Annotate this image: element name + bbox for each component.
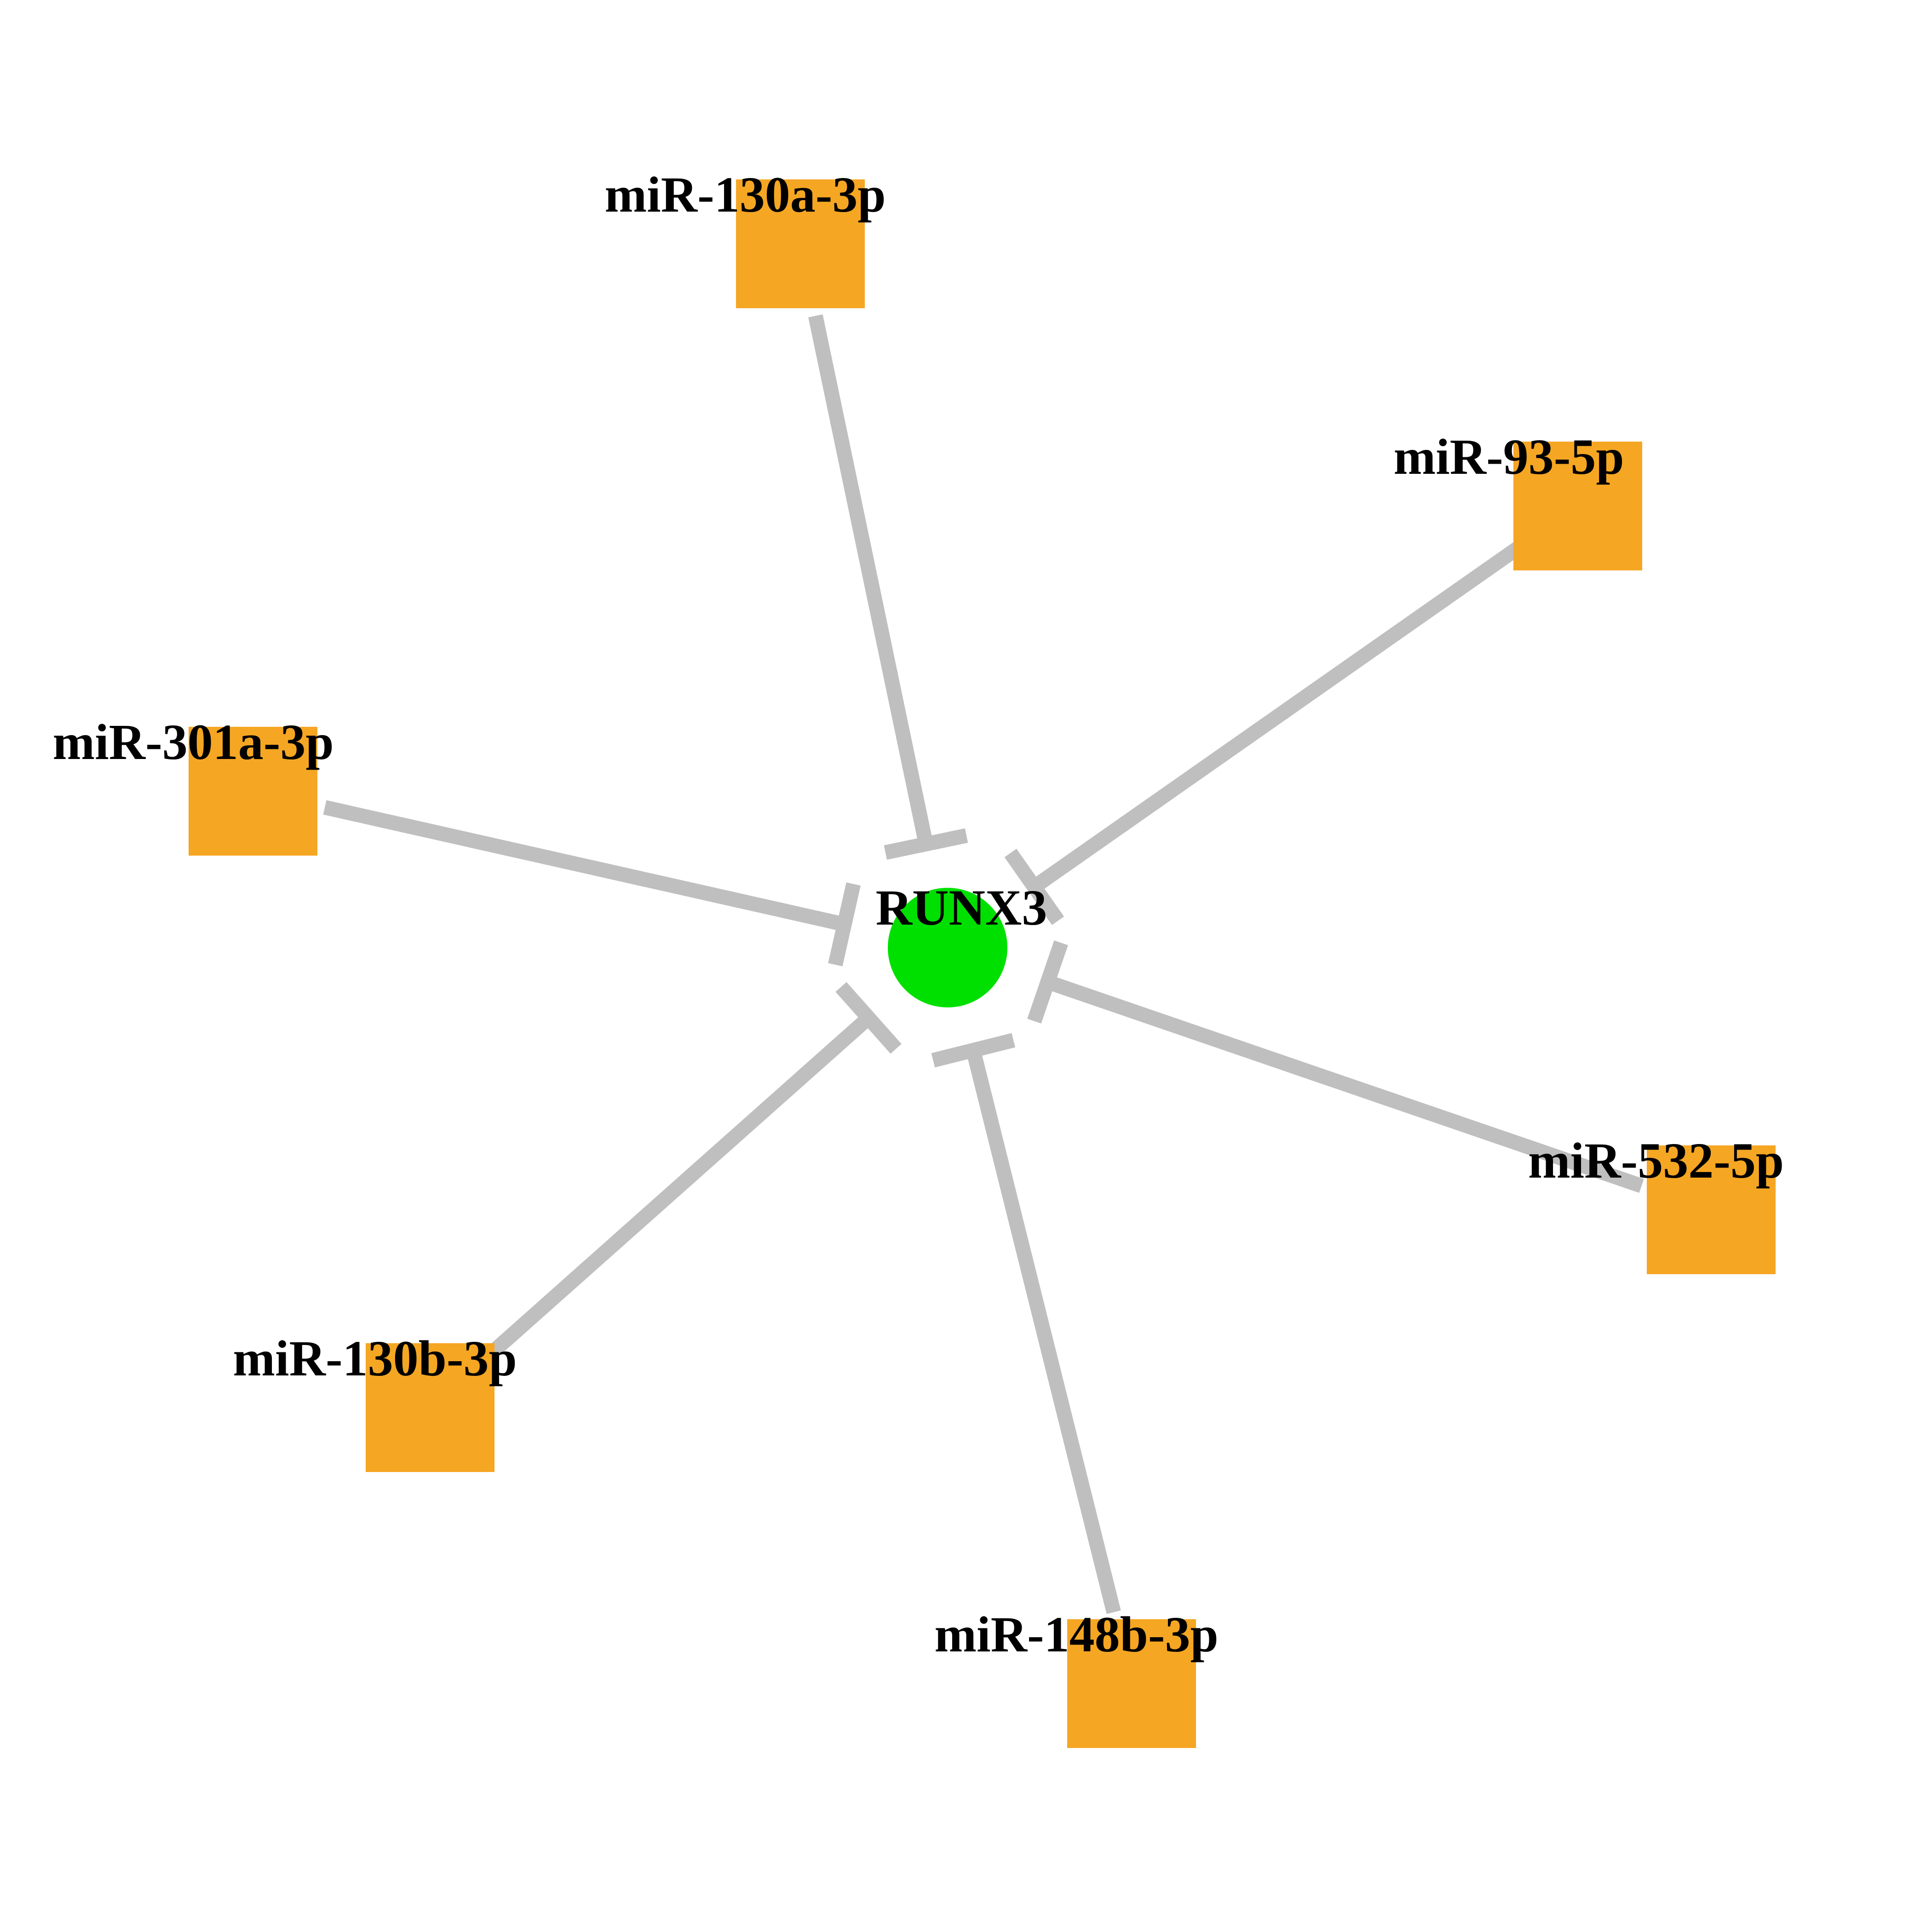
outer-node-label: miR-93-5p	[1393, 429, 1624, 485]
outer-node-label: miR-301a-3p	[52, 714, 334, 770]
outer-node-label: miR-130a-3p	[604, 167, 886, 223]
outer-node-label: miR-148b-3p	[934, 1606, 1218, 1662]
outer-node-label: miR-130b-3p	[233, 1330, 517, 1386]
center-node-label: RUNX3	[876, 880, 1047, 936]
outer-node-label: miR-532-5p	[1528, 1133, 1784, 1189]
